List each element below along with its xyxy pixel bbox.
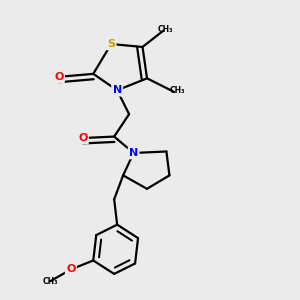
Text: CH₃: CH₃ — [169, 86, 184, 95]
Text: O: O — [66, 264, 76, 274]
Text: O: O — [54, 72, 64, 82]
Text: N: N — [112, 85, 122, 95]
Text: N: N — [129, 148, 138, 158]
Text: CH₃: CH₃ — [42, 277, 58, 286]
Text: CH₃: CH₃ — [157, 25, 173, 34]
Text: O: O — [78, 133, 88, 143]
Text: S: S — [107, 39, 115, 49]
